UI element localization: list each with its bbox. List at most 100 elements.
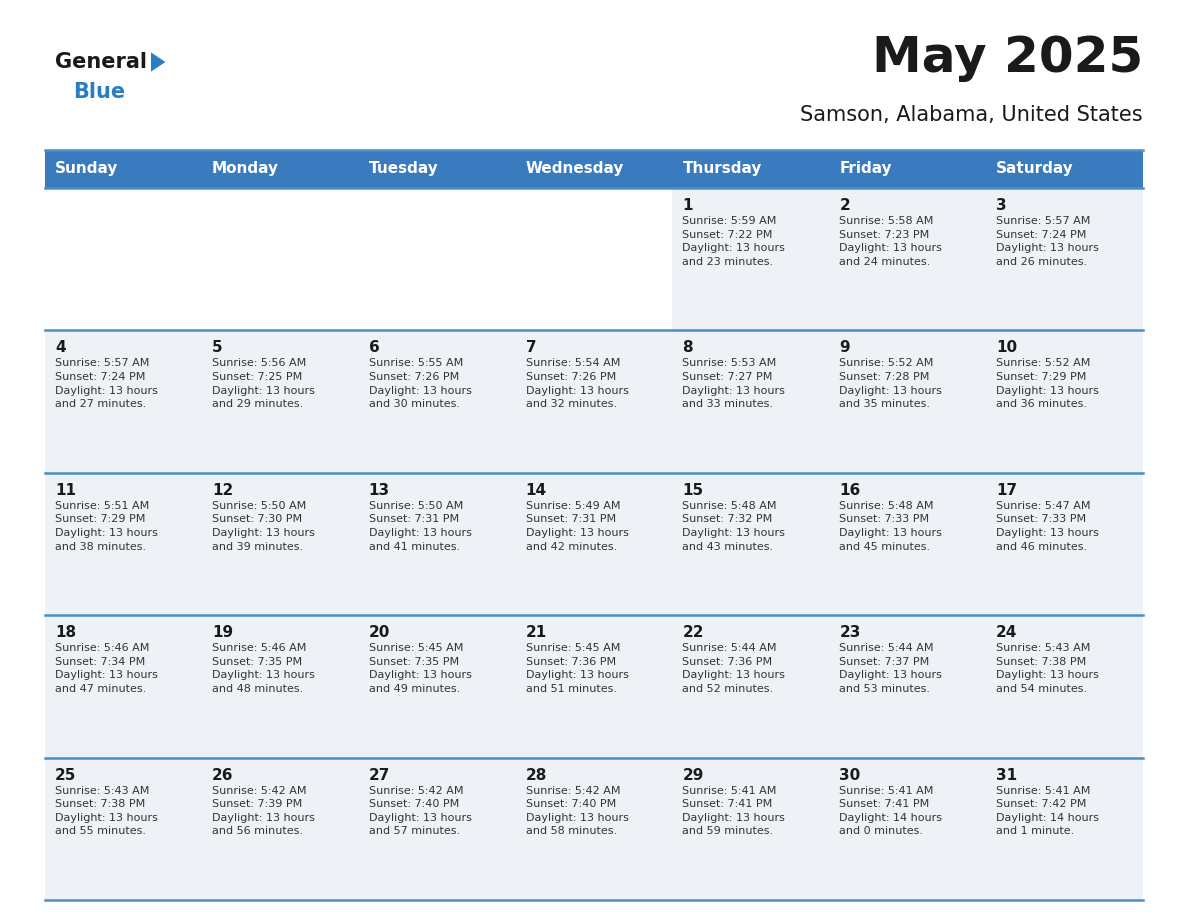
Bar	[986, 473, 1143, 615]
Bar	[516, 615, 672, 757]
Bar	[45, 150, 1143, 188]
Bar	[516, 757, 672, 900]
Text: 5: 5	[211, 341, 222, 355]
Bar	[45, 473, 202, 615]
Text: 17: 17	[997, 483, 1017, 498]
Text: 28: 28	[525, 767, 546, 783]
Text: Sunrise: 5:57 AM
Sunset: 7:24 PM
Daylight: 13 hours
and 26 minutes.: Sunrise: 5:57 AM Sunset: 7:24 PM Dayligh…	[997, 216, 1099, 267]
Bar	[516, 330, 672, 473]
Bar	[829, 757, 986, 900]
Bar	[986, 757, 1143, 900]
Text: May 2025: May 2025	[872, 34, 1143, 82]
Bar	[45, 615, 202, 757]
Bar	[672, 188, 829, 330]
Text: Blue: Blue	[72, 82, 125, 102]
Text: 9: 9	[839, 341, 849, 355]
Text: 29: 29	[682, 767, 703, 783]
Bar	[45, 188, 202, 330]
Text: Sunrise: 5:41 AM
Sunset: 7:42 PM
Daylight: 14 hours
and 1 minute.: Sunrise: 5:41 AM Sunset: 7:42 PM Dayligh…	[997, 786, 1099, 836]
Text: 10: 10	[997, 341, 1017, 355]
Bar	[202, 757, 359, 900]
Bar	[986, 330, 1143, 473]
Text: 26: 26	[211, 767, 233, 783]
Text: Sunrise: 5:51 AM
Sunset: 7:29 PM
Daylight: 13 hours
and 38 minutes.: Sunrise: 5:51 AM Sunset: 7:29 PM Dayligh…	[55, 501, 158, 552]
Bar	[829, 188, 986, 330]
Text: 11: 11	[55, 483, 76, 498]
Text: Sunrise: 5:41 AM
Sunset: 7:41 PM
Daylight: 13 hours
and 59 minutes.: Sunrise: 5:41 AM Sunset: 7:41 PM Dayligh…	[682, 786, 785, 836]
Text: Sunrise: 5:50 AM
Sunset: 7:31 PM
Daylight: 13 hours
and 41 minutes.: Sunrise: 5:50 AM Sunset: 7:31 PM Dayligh…	[368, 501, 472, 552]
Bar	[672, 615, 829, 757]
Text: Sunrise: 5:46 AM
Sunset: 7:34 PM
Daylight: 13 hours
and 47 minutes.: Sunrise: 5:46 AM Sunset: 7:34 PM Dayligh…	[55, 644, 158, 694]
Text: Sunrise: 5:57 AM
Sunset: 7:24 PM
Daylight: 13 hours
and 27 minutes.: Sunrise: 5:57 AM Sunset: 7:24 PM Dayligh…	[55, 358, 158, 409]
Text: 1: 1	[682, 198, 693, 213]
Bar	[359, 188, 516, 330]
Text: Saturday: Saturday	[997, 162, 1074, 176]
Text: Sunrise: 5:47 AM
Sunset: 7:33 PM
Daylight: 13 hours
and 46 minutes.: Sunrise: 5:47 AM Sunset: 7:33 PM Dayligh…	[997, 501, 1099, 552]
Bar	[202, 615, 359, 757]
Polygon shape	[151, 52, 165, 72]
Text: Samson, Alabama, United States: Samson, Alabama, United States	[801, 105, 1143, 125]
Text: Sunrise: 5:46 AM
Sunset: 7:35 PM
Daylight: 13 hours
and 48 minutes.: Sunrise: 5:46 AM Sunset: 7:35 PM Dayligh…	[211, 644, 315, 694]
Text: Sunrise: 5:45 AM
Sunset: 7:36 PM
Daylight: 13 hours
and 51 minutes.: Sunrise: 5:45 AM Sunset: 7:36 PM Dayligh…	[525, 644, 628, 694]
Text: Sunrise: 5:44 AM
Sunset: 7:36 PM
Daylight: 13 hours
and 52 minutes.: Sunrise: 5:44 AM Sunset: 7:36 PM Dayligh…	[682, 644, 785, 694]
Bar	[359, 330, 516, 473]
Text: Sunrise: 5:43 AM
Sunset: 7:38 PM
Daylight: 13 hours
and 54 minutes.: Sunrise: 5:43 AM Sunset: 7:38 PM Dayligh…	[997, 644, 1099, 694]
Bar	[986, 615, 1143, 757]
Text: Sunrise: 5:42 AM
Sunset: 7:39 PM
Daylight: 13 hours
and 56 minutes.: Sunrise: 5:42 AM Sunset: 7:39 PM Dayligh…	[211, 786, 315, 836]
Bar	[45, 330, 202, 473]
Text: 7: 7	[525, 341, 536, 355]
Bar	[202, 330, 359, 473]
Text: Sunrise: 5:43 AM
Sunset: 7:38 PM
Daylight: 13 hours
and 55 minutes.: Sunrise: 5:43 AM Sunset: 7:38 PM Dayligh…	[55, 786, 158, 836]
Bar	[829, 330, 986, 473]
Text: Sunrise: 5:52 AM
Sunset: 7:29 PM
Daylight: 13 hours
and 36 minutes.: Sunrise: 5:52 AM Sunset: 7:29 PM Dayligh…	[997, 358, 1099, 409]
Text: Sunrise: 5:48 AM
Sunset: 7:32 PM
Daylight: 13 hours
and 43 minutes.: Sunrise: 5:48 AM Sunset: 7:32 PM Dayligh…	[682, 501, 785, 552]
Text: 25: 25	[55, 767, 76, 783]
Text: Sunrise: 5:42 AM
Sunset: 7:40 PM
Daylight: 13 hours
and 57 minutes.: Sunrise: 5:42 AM Sunset: 7:40 PM Dayligh…	[368, 786, 472, 836]
Text: Sunrise: 5:49 AM
Sunset: 7:31 PM
Daylight: 13 hours
and 42 minutes.: Sunrise: 5:49 AM Sunset: 7:31 PM Dayligh…	[525, 501, 628, 552]
Bar	[986, 188, 1143, 330]
Bar	[359, 757, 516, 900]
Text: 31: 31	[997, 767, 1017, 783]
Text: Friday: Friday	[839, 162, 892, 176]
Text: Wednesday: Wednesday	[525, 162, 624, 176]
Text: Thursday: Thursday	[682, 162, 762, 176]
Text: Sunrise: 5:44 AM
Sunset: 7:37 PM
Daylight: 13 hours
and 53 minutes.: Sunrise: 5:44 AM Sunset: 7:37 PM Dayligh…	[839, 644, 942, 694]
Text: 18: 18	[55, 625, 76, 640]
Text: 14: 14	[525, 483, 546, 498]
Text: Sunrise: 5:58 AM
Sunset: 7:23 PM
Daylight: 13 hours
and 24 minutes.: Sunrise: 5:58 AM Sunset: 7:23 PM Dayligh…	[839, 216, 942, 267]
Text: Sunrise: 5:54 AM
Sunset: 7:26 PM
Daylight: 13 hours
and 32 minutes.: Sunrise: 5:54 AM Sunset: 7:26 PM Dayligh…	[525, 358, 628, 409]
Text: 22: 22	[682, 625, 704, 640]
Text: 30: 30	[839, 767, 860, 783]
Bar	[672, 757, 829, 900]
Text: 23: 23	[839, 625, 860, 640]
Bar	[516, 473, 672, 615]
Text: Sunday: Sunday	[55, 162, 119, 176]
Text: Tuesday: Tuesday	[368, 162, 438, 176]
Text: Sunrise: 5:45 AM
Sunset: 7:35 PM
Daylight: 13 hours
and 49 minutes.: Sunrise: 5:45 AM Sunset: 7:35 PM Dayligh…	[368, 644, 472, 694]
Text: 24: 24	[997, 625, 1017, 640]
Text: Sunrise: 5:48 AM
Sunset: 7:33 PM
Daylight: 13 hours
and 45 minutes.: Sunrise: 5:48 AM Sunset: 7:33 PM Dayligh…	[839, 501, 942, 552]
Text: Sunrise: 5:52 AM
Sunset: 7:28 PM
Daylight: 13 hours
and 35 minutes.: Sunrise: 5:52 AM Sunset: 7:28 PM Dayligh…	[839, 358, 942, 409]
Text: Sunrise: 5:55 AM
Sunset: 7:26 PM
Daylight: 13 hours
and 30 minutes.: Sunrise: 5:55 AM Sunset: 7:26 PM Dayligh…	[368, 358, 472, 409]
Text: 21: 21	[525, 625, 546, 640]
Text: Sunrise: 5:41 AM
Sunset: 7:41 PM
Daylight: 14 hours
and 0 minutes.: Sunrise: 5:41 AM Sunset: 7:41 PM Dayligh…	[839, 786, 942, 836]
Text: 6: 6	[368, 341, 379, 355]
Text: Sunrise: 5:53 AM
Sunset: 7:27 PM
Daylight: 13 hours
and 33 minutes.: Sunrise: 5:53 AM Sunset: 7:27 PM Dayligh…	[682, 358, 785, 409]
Text: Sunrise: 5:59 AM
Sunset: 7:22 PM
Daylight: 13 hours
and 23 minutes.: Sunrise: 5:59 AM Sunset: 7:22 PM Dayligh…	[682, 216, 785, 267]
Text: Sunrise: 5:50 AM
Sunset: 7:30 PM
Daylight: 13 hours
and 39 minutes.: Sunrise: 5:50 AM Sunset: 7:30 PM Dayligh…	[211, 501, 315, 552]
Text: 3: 3	[997, 198, 1006, 213]
Bar	[672, 473, 829, 615]
Bar	[359, 615, 516, 757]
Text: 15: 15	[682, 483, 703, 498]
Text: 16: 16	[839, 483, 860, 498]
Text: 19: 19	[211, 625, 233, 640]
Text: Monday: Monday	[211, 162, 279, 176]
Bar	[202, 473, 359, 615]
Text: 8: 8	[682, 341, 693, 355]
Text: 4: 4	[55, 341, 65, 355]
Bar	[672, 330, 829, 473]
Text: 13: 13	[368, 483, 390, 498]
Text: Sunrise: 5:42 AM
Sunset: 7:40 PM
Daylight: 13 hours
and 58 minutes.: Sunrise: 5:42 AM Sunset: 7:40 PM Dayligh…	[525, 786, 628, 836]
Bar	[516, 188, 672, 330]
Text: 27: 27	[368, 767, 390, 783]
